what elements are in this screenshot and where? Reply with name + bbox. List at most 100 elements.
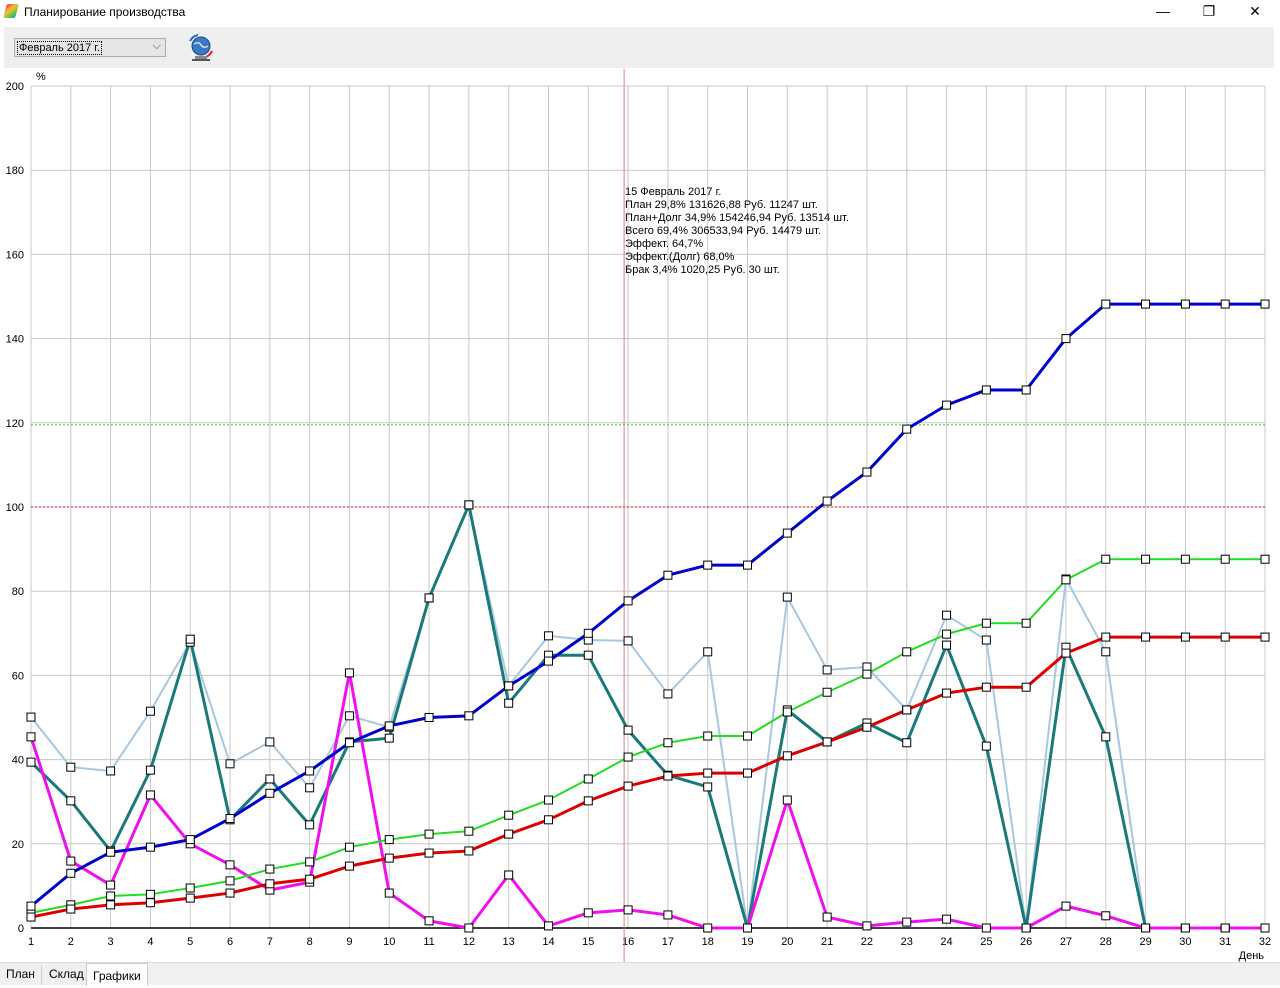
data-point-marker [1260,554,1270,564]
x-tick-label: 20 [781,936,793,948]
tab-bar: План Склад Графики [0,962,1280,986]
data-point-marker [305,783,315,793]
data-point-marker [902,647,912,657]
data-point-marker [384,888,394,898]
data-point-marker [1101,911,1111,921]
data-point-marker [862,722,872,732]
data-point-marker [26,757,36,767]
data-point-marker [663,570,673,580]
data-point-marker [66,762,76,772]
data-point-marker [902,917,912,927]
window-title: Планирование производства [24,5,186,19]
data-point-marker [703,782,713,792]
data-point-marker [1141,299,1151,309]
data-point-marker [1141,632,1151,642]
data-point-marker [145,842,155,852]
data-point-marker [424,593,434,603]
data-point-marker [942,688,952,698]
series-line [30,503,1265,929]
x-tick-label: 7 [267,936,273,948]
data-point-marker [185,893,195,903]
tooltip-line: План 29,8% 131626,88 Руб. 11247 шт. [625,199,818,211]
data-point-marker [623,905,633,915]
close-button[interactable]: ✕ [1249,3,1261,19]
x-tick-label: 16 [622,936,634,948]
x-tick-label: 9 [346,936,352,948]
data-point-marker [66,868,76,878]
data-point-marker [26,912,36,922]
data-point-marker [743,768,753,778]
x-tick-label: 2 [68,936,74,948]
data-point-marker [504,829,514,839]
data-point-marker [981,923,991,933]
data-point-marker [782,707,792,717]
data-point-marker [225,888,235,898]
data-point-marker [822,665,832,675]
data-point-marker [225,876,235,886]
data-point-marker [464,711,474,721]
data-point-marker [743,731,753,741]
data-point-marker [1101,647,1111,657]
data-point-marker [344,861,354,871]
data-point-marker [1101,632,1111,642]
data-point-marker [504,810,514,820]
data-point-marker [145,889,155,899]
x-tick-label: 27 [1060,936,1072,948]
x-tick-label: 19 [741,936,753,948]
series-line [30,635,1265,919]
data-point-marker [782,751,792,761]
data-point-marker [583,774,593,784]
x-tick-label: 18 [702,936,714,948]
data-point-marker [504,870,514,880]
data-point-marker [464,500,474,510]
restore-button[interactable]: ❐ [1202,3,1216,19]
data-point-marker [583,796,593,806]
data-point-marker [1260,632,1270,642]
y-tick-label: 100 [6,502,24,514]
data-point-marker [1220,632,1230,642]
app-icon [3,4,19,18]
data-point-marker [663,689,673,699]
x-axis-label: День [1239,950,1265,962]
globe-refresh-icon[interactable] [186,33,216,63]
data-point-marker [942,640,952,650]
data-point-marker [862,669,872,679]
y-tick-label: 140 [6,334,24,346]
data-point-marker [543,631,553,641]
data-point-marker [1101,554,1111,564]
month-select-value: Февраль 2017 г. [17,41,103,55]
data-point-marker [26,732,36,742]
month-select[interactable]: Февраль 2017 г. ⌵ [14,38,166,57]
x-tick-label: 8 [307,936,313,948]
x-tick-label: 12 [463,936,475,948]
x-tick-label: 25 [980,936,992,948]
data-point-marker [344,668,354,678]
tab-grafiki[interactable]: Графики [86,963,148,986]
y-tick-label: 60 [12,670,24,682]
data-point-marker [66,904,76,914]
data-point-marker [583,908,593,918]
x-tick-label: 24 [940,936,952,948]
data-point-marker [623,752,633,762]
x-tick-label: 11 [423,936,434,948]
data-point-marker [344,711,354,721]
minimize-button[interactable]: — [1156,3,1170,19]
data-point-marker [1021,618,1031,628]
tab-sklad[interactable]: Склад [43,965,91,985]
data-point-marker [504,698,514,708]
data-point-marker [543,921,553,931]
x-tick-label: 6 [227,936,233,948]
data-point-marker [26,712,36,722]
y-axis-label: % [36,71,46,83]
data-point-marker [384,853,394,863]
data-point-marker [1220,299,1230,309]
data-point-marker [782,528,792,538]
data-point-marker [1061,575,1071,585]
data-point-marker [822,687,832,697]
data-point-marker [623,781,633,791]
data-point-marker [1141,554,1151,564]
data-point-marker [1180,923,1190,933]
x-tick-label: 31 [1219,936,1231,948]
tab-plan[interactable]: План [0,965,42,985]
tooltip-line: 15 Февраль 2017 г. [625,186,721,198]
